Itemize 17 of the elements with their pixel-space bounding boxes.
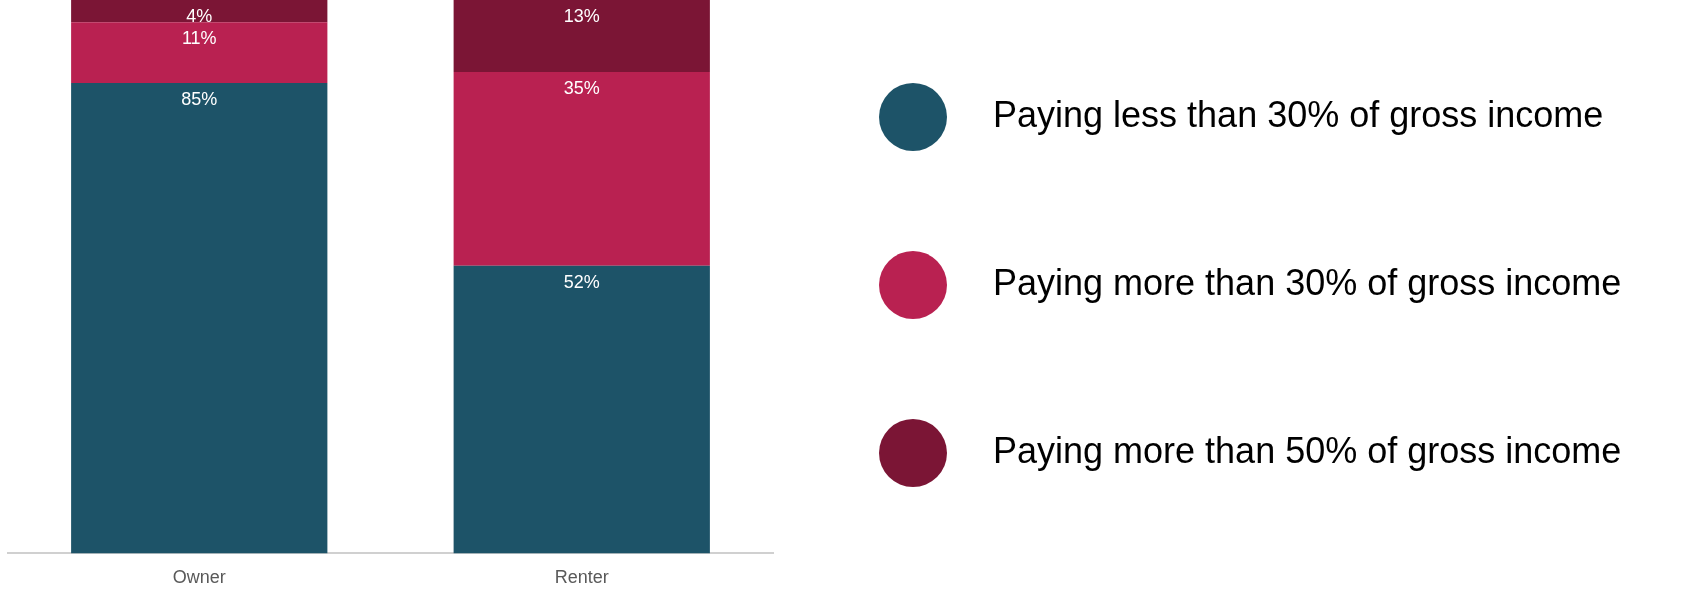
legend-label: Paying more than 50% of gross income [993, 429, 1622, 471]
bar [453, 0, 710, 72]
data-label: 4% [186, 5, 213, 26]
data-label: 11% [181, 28, 217, 49]
x-tick-label: Renter [554, 567, 609, 588]
data-label: 52% [563, 271, 600, 292]
bar [71, 22, 328, 84]
bar [453, 71, 710, 266]
data-label: 35% [563, 77, 600, 98]
bar [71, 0, 328, 23]
legend-label: Paying less than 30% of gross income [993, 93, 1604, 135]
x-tick-label: Owner [172, 567, 226, 588]
data-label: 13% [563, 5, 600, 26]
bar [71, 83, 328, 554]
data-label: 85% [181, 88, 218, 109]
legend-label: Paying more than 30% of gross income [993, 261, 1622, 303]
bar [453, 265, 710, 554]
